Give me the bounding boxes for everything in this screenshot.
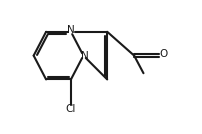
Text: N: N [67,25,75,35]
Text: Cl: Cl [66,105,76,114]
Text: N: N [81,51,89,61]
Text: O: O [159,49,167,59]
